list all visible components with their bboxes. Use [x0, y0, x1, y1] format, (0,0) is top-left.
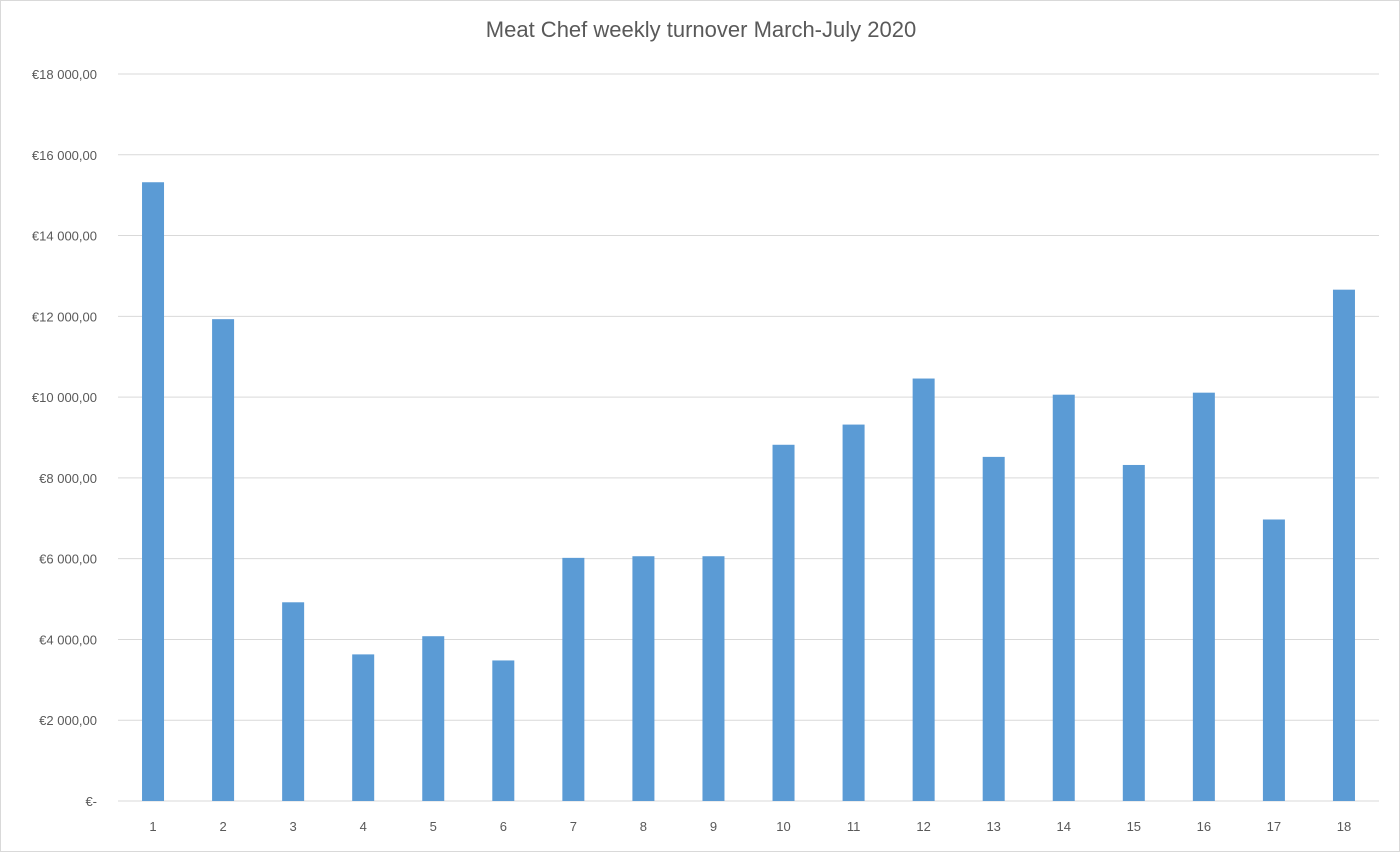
chart-title: Meat Chef weekly turnover March-July 202… — [485, 17, 917, 42]
x-tick-label: 15 — [1127, 819, 1141, 834]
x-tick-label: 6 — [500, 819, 507, 834]
bar-week-6 — [492, 660, 515, 801]
bar-week-13 — [982, 456, 1005, 801]
x-tick-label: 16 — [1197, 819, 1211, 834]
x-axis-labels: 1 2 3 4 5 6 7 8 9 10 11 12 13 14 15 16 17 18 — [149, 819, 1351, 834]
y-tick-label: €12 000,00 — [32, 309, 97, 324]
x-tick-label: 5 — [430, 819, 437, 834]
x-tick-label: 1 — [149, 819, 156, 834]
x-tick-label: 13 — [986, 819, 1000, 834]
bar-week-10 — [772, 444, 795, 801]
bar-week-11 — [842, 424, 865, 801]
y-tick-label: €- — [85, 794, 97, 809]
y-tick-label: €8 000,00 — [39, 471, 97, 486]
bar-week-4 — [352, 654, 375, 801]
x-tick-label: 3 — [290, 819, 297, 834]
y-tick-label: €16 000,00 — [32, 148, 97, 163]
y-tick-label: €2 000,00 — [39, 713, 97, 728]
y-tick-label: €4 000,00 — [39, 632, 97, 647]
x-tick-label: 9 — [710, 819, 717, 834]
bar-week-3 — [282, 602, 305, 801]
bar-week-5 — [422, 636, 445, 801]
y-tick-label: €14 000,00 — [32, 229, 97, 244]
bar-week-8 — [632, 556, 655, 801]
x-tick-label: 4 — [360, 819, 367, 834]
y-tick-label: €10 000,00 — [32, 390, 97, 405]
x-tick-label: 12 — [916, 819, 930, 834]
bar-week-14 — [1052, 394, 1075, 801]
bar-week-7 — [562, 557, 585, 801]
y-tick-label: €18 000,00 — [32, 67, 97, 82]
bars — [142, 182, 1355, 802]
bar-week-15 — [1122, 464, 1145, 801]
x-tick-label: 17 — [1267, 819, 1281, 834]
bar-week-1 — [142, 182, 165, 802]
bar-week-9 — [702, 556, 725, 801]
bar-week-16 — [1192, 392, 1215, 801]
bar-week-17 — [1262, 519, 1285, 801]
x-tick-label: 8 — [640, 819, 647, 834]
bar-week-18 — [1332, 289, 1355, 801]
bar-week-12 — [912, 378, 935, 801]
x-tick-label: 2 — [219, 819, 226, 834]
x-tick-label: 10 — [776, 819, 790, 834]
x-tick-label: 18 — [1337, 819, 1351, 834]
x-tick-label: 14 — [1057, 819, 1071, 834]
bar-week-2 — [212, 319, 235, 801]
y-axis-labels: €- €2 000,00 €4 000,00 €6 000,00 €8 000,00 €1… — [32, 67, 97, 809]
x-tick-label: 11 — [847, 819, 861, 834]
grid-layer — [118, 73, 1379, 802]
x-tick-label: 7 — [570, 819, 577, 834]
y-tick-label: €6 000,00 — [39, 552, 97, 567]
